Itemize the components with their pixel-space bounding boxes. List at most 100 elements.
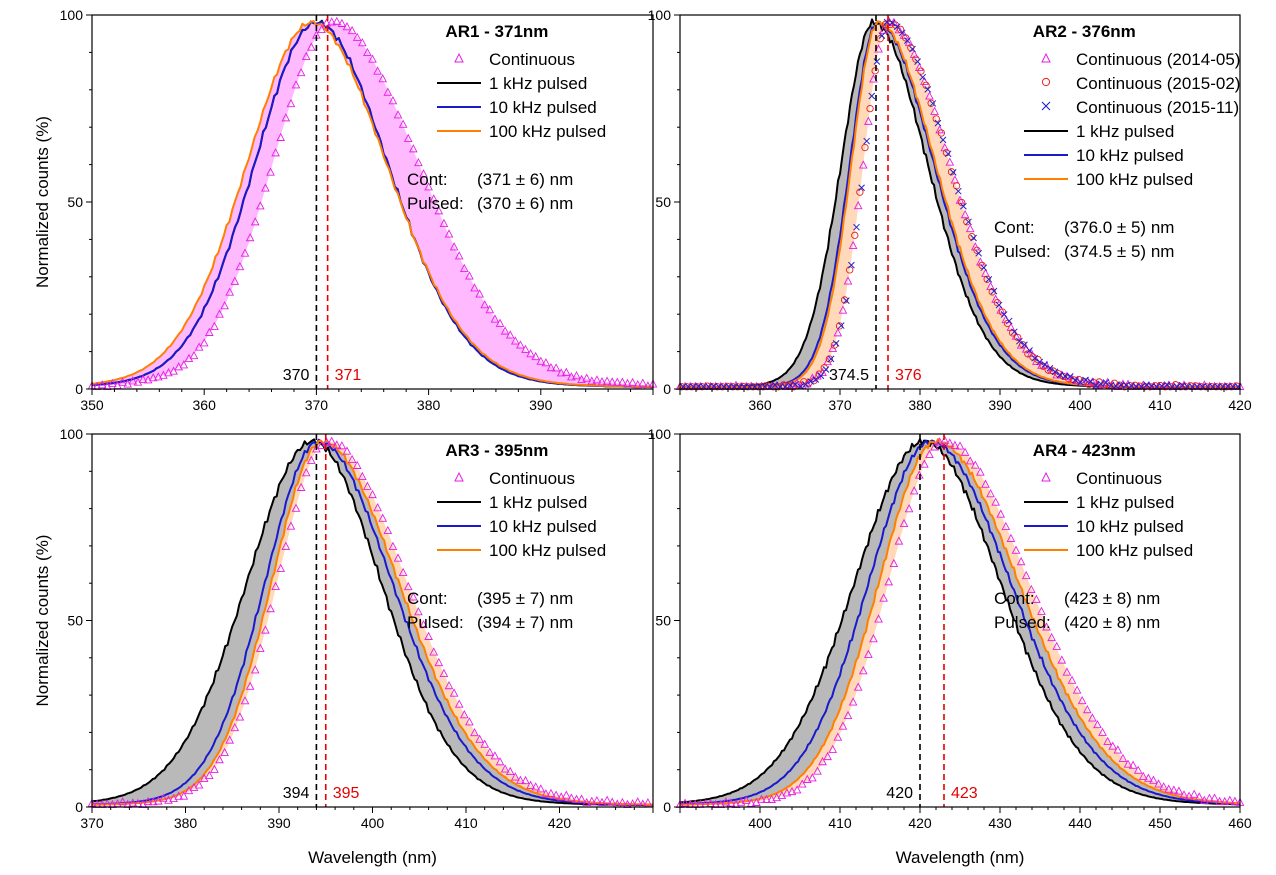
pulsed-spread-shading <box>92 439 653 806</box>
marker-continuous <box>1037 606 1046 615</box>
marker-continuous <box>1144 773 1153 782</box>
marker-continuous <box>388 96 398 105</box>
legend-label: Continuous <box>489 50 575 69</box>
marker-continuous-2015-11 <box>771 381 779 389</box>
marker-continuous-2015-11 <box>1077 378 1084 386</box>
marker-continuous <box>833 328 843 337</box>
marker-continuous <box>607 797 617 806</box>
legend-swatch-triangle <box>454 471 464 482</box>
marker-continuous <box>352 460 362 469</box>
marker-continuous <box>1118 753 1128 762</box>
stat-pulsed-label: Pulsed: <box>994 242 1051 261</box>
marker-continuous <box>454 251 464 260</box>
marker-continuous-2015-11 <box>949 169 957 176</box>
marker-continuous <box>848 697 858 706</box>
marker-continuous <box>521 344 530 353</box>
marker-continuous <box>459 263 469 273</box>
marker-continuous <box>838 721 848 730</box>
marker-continuous <box>556 792 566 801</box>
marker-continuous-2015-11 <box>812 376 820 383</box>
marker-continuous <box>981 479 990 488</box>
marker-continuous <box>500 764 510 773</box>
marker-continuous <box>194 342 204 351</box>
y-tick-label: 100 <box>648 426 672 442</box>
marker-continuous <box>357 38 367 47</box>
marker-continuous <box>210 764 219 773</box>
marker-continuous <box>1037 360 1046 369</box>
x-tick-label: 370 <box>828 397 852 413</box>
marker-continuous-2015-11 <box>904 37 911 45</box>
marker-continuous <box>128 798 138 807</box>
y-tick-label: 100 <box>648 7 672 23</box>
legend-label: 1 kHz pulsed <box>489 74 587 93</box>
marker-continuous <box>424 182 433 191</box>
marker-continuous-2015-02 <box>937 129 945 137</box>
marker-continuous-2015-11 <box>944 150 952 158</box>
marker-continuous <box>597 377 607 386</box>
y-tick-label: 100 <box>60 7 84 23</box>
legend-label: 100 kHz pulsed <box>1076 541 1193 560</box>
marker-continuous <box>638 378 648 387</box>
marker-continuous-2015-11 <box>1000 311 1008 318</box>
legend-label: 10 kHz pulsed <box>1076 146 1184 165</box>
peak-label-pulsed: 420 <box>886 785 913 802</box>
marker-continuous <box>909 49 919 58</box>
marker-continuous-2015-11 <box>868 92 876 100</box>
marker-continuous <box>403 581 413 591</box>
marker-continuous-2015-02 <box>912 55 920 63</box>
stat-pulsed-value: (374.5 ± 5) nm <box>1064 242 1174 261</box>
marker-continuous <box>823 751 832 761</box>
marker-continuous <box>1006 533 1016 542</box>
marker-continuous <box>567 372 576 381</box>
marker-continuous <box>210 321 219 330</box>
panel-title: AR2 - 376nm <box>1033 22 1136 41</box>
marker-continuous <box>383 525 393 535</box>
x-tick-label: 400 <box>361 815 385 831</box>
marker-continuous <box>741 795 751 805</box>
marker-continuous-2015-11 <box>873 58 881 65</box>
legend-label: Continuous <box>1076 469 1162 488</box>
series-line-100-khz-pulsed <box>679 438 1241 806</box>
marker-continuous-2015-02 <box>947 168 956 176</box>
marker-continuous <box>1077 695 1087 705</box>
y-tick-label: 100 <box>60 426 84 442</box>
marker-continuous-2015-02 <box>993 299 1001 307</box>
y-axis-label: Normalized counts (%) <box>33 116 52 288</box>
marker-continuous <box>255 201 265 210</box>
marker-continuous-2015-02 <box>958 198 966 207</box>
marker-continuous <box>762 794 771 803</box>
marker-continuous <box>164 368 173 377</box>
marker-continuous-2015-11 <box>1178 381 1186 389</box>
marker-continuous <box>991 497 1000 506</box>
marker-continuous <box>97 380 107 389</box>
marker-continuous <box>128 376 138 385</box>
marker-continuous <box>169 366 178 375</box>
marker-continuous-2015-11 <box>965 218 972 226</box>
y-tick-label: 0 <box>663 799 671 815</box>
marker-continuous <box>965 456 975 465</box>
marker-continuous <box>1123 759 1133 768</box>
marker-continuous <box>419 169 428 178</box>
marker-continuous <box>174 791 184 800</box>
marker-continuous <box>444 229 454 238</box>
marker-continuous-2015-11 <box>1072 376 1079 384</box>
marker-continuous-2015-02 <box>790 383 798 391</box>
marker-continuous <box>1042 622 1051 631</box>
marker-continuous <box>352 32 362 41</box>
marker-continuous-2015-11 <box>842 297 850 304</box>
panel-ar3: 394 395 370 380 390 400 410 420 0 50 100 Normalized… <box>33 426 654 867</box>
marker-continuous-2015-02 <box>1115 381 1124 389</box>
x-axis-label: Wavelength (nm) <box>896 848 1025 867</box>
marker-continuous <box>516 340 525 349</box>
marker-continuous <box>960 447 970 456</box>
marker-continuous <box>1230 796 1240 805</box>
marker-continuous-2015-02 <box>917 67 925 75</box>
marker-continuous <box>531 351 541 361</box>
marker-continuous <box>398 119 408 128</box>
marker-continuous <box>577 794 586 803</box>
marker-continuous <box>602 376 612 385</box>
y-tick-label: 50 <box>67 613 83 629</box>
marker-continuous <box>485 305 495 314</box>
marker-continuous <box>465 271 474 280</box>
marker-continuous-2015-02 <box>840 296 849 304</box>
